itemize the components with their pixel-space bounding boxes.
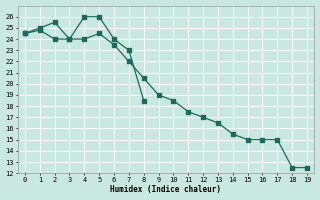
X-axis label: Humidex (Indice chaleur): Humidex (Indice chaleur) <box>110 185 221 194</box>
